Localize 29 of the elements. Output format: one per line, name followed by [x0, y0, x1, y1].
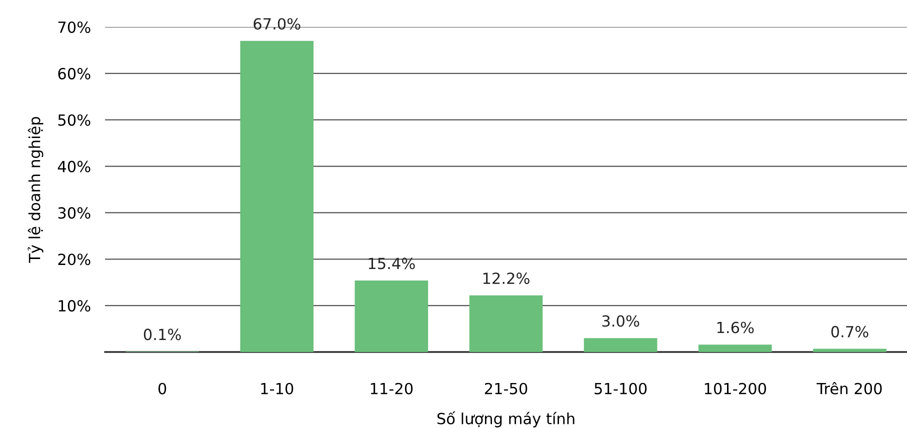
data-label: 12.2% — [483, 272, 530, 284]
bar — [813, 348, 886, 352]
data-label: 1.6% — [717, 322, 754, 334]
y-tick-label: 20% — [58, 254, 90, 266]
bar — [469, 295, 543, 352]
y-tick-label: 60% — [58, 68, 90, 80]
data-label: 0.1% — [144, 328, 181, 340]
x-tick-label: 11-20 — [370, 382, 413, 394]
bar — [354, 280, 428, 352]
y-axis-title: Tỷ lệ doanh nghiệp — [28, 116, 44, 263]
bar — [584, 338, 658, 352]
x-tick-label: 51-100 — [594, 382, 647, 394]
data-label: 15.4% — [368, 258, 415, 270]
data-label: 3.0% — [602, 315, 640, 327]
y-tick-label: 10% — [58, 300, 90, 312]
x-tick-label: Trên 200 — [816, 382, 882, 394]
bar — [240, 40, 314, 352]
bar — [698, 344, 772, 352]
x-tick-label: 1-10 — [261, 382, 294, 394]
x-tick-label: 21-50 — [484, 382, 528, 394]
y-tick-label: 50% — [58, 114, 90, 126]
data-label: 0.7% — [831, 326, 868, 338]
y-tick-label: 30% — [58, 207, 90, 219]
x-tick-label: 0 — [158, 382, 166, 394]
data-label: 67.0% — [254, 18, 300, 30]
y-tick-label: 40% — [58, 160, 90, 172]
x-axis-title: Số lượng máy tính — [437, 411, 574, 428]
x-tick-label: 101-200 — [704, 382, 766, 394]
y-tick-label: 70% — [58, 21, 90, 34]
